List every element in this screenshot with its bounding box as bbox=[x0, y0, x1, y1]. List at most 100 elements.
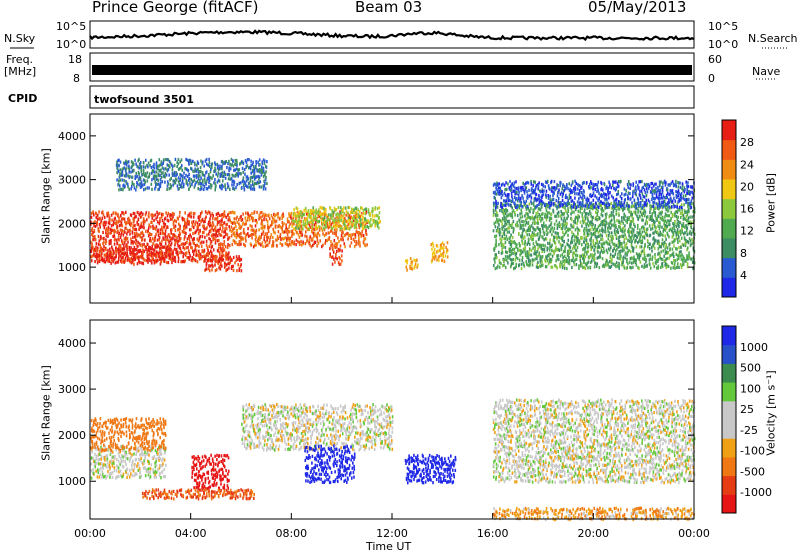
power-cell-8 bbox=[652, 262, 654, 266]
power-cell-8 bbox=[674, 259, 677, 263]
power-cell-1 bbox=[126, 251, 128, 255]
power-cell-0 bbox=[182, 255, 184, 259]
power-cell-3 bbox=[286, 230, 288, 234]
power-cell-8 bbox=[512, 219, 515, 224]
power-cell-8 bbox=[610, 226, 612, 230]
power-cell-0 bbox=[191, 223, 194, 227]
power-cell-4 bbox=[325, 213, 328, 217]
power-cell-4 bbox=[302, 213, 304, 217]
power-cell-4 bbox=[323, 215, 326, 219]
power-cell-9 bbox=[643, 195, 646, 199]
power-cell-10 bbox=[158, 164, 161, 168]
power-cell-3 bbox=[255, 240, 257, 244]
power-cell-0 bbox=[172, 222, 175, 226]
power-cell-0 bbox=[188, 239, 191, 243]
power-cell-8 bbox=[567, 252, 569, 256]
power-cell-9 bbox=[660, 192, 662, 196]
power-cell-9 bbox=[586, 181, 588, 185]
power-cell-10 bbox=[142, 161, 145, 165]
power-cell-0 bbox=[163, 221, 165, 225]
power-cell-10 bbox=[168, 173, 170, 177]
power-cell-8 bbox=[563, 264, 565, 268]
power-cell-8 bbox=[633, 222, 635, 226]
power-cell-0 bbox=[191, 220, 193, 224]
power-cell-8 bbox=[602, 250, 604, 254]
power-cell-3 bbox=[240, 214, 242, 219]
power-cell-9 bbox=[687, 201, 689, 206]
power-cell-9 bbox=[654, 189, 656, 194]
power-cell-3 bbox=[355, 230, 358, 234]
power-cell-8 bbox=[502, 243, 505, 247]
power-cell-0 bbox=[154, 213, 157, 217]
power-cell-8 bbox=[567, 214, 569, 218]
power-cell-9 bbox=[607, 192, 610, 196]
power-cell-0 bbox=[156, 220, 159, 224]
power-cell-3 bbox=[258, 235, 261, 239]
power-cell-8 bbox=[501, 227, 504, 231]
power-cell-8 bbox=[646, 253, 649, 258]
power-cell-8 bbox=[635, 258, 637, 262]
power-cell-0 bbox=[135, 228, 138, 232]
power-cell-1 bbox=[108, 253, 111, 257]
power-cell-8 bbox=[633, 228, 635, 232]
power-cell-3 bbox=[300, 239, 302, 243]
power-cell-3 bbox=[354, 213, 357, 218]
power-cell-9 bbox=[583, 194, 585, 198]
power-cell-8 bbox=[623, 212, 625, 216]
power-cell-3 bbox=[283, 237, 285, 241]
power-cell-8 bbox=[649, 217, 652, 221]
power-cell-10 bbox=[126, 160, 129, 164]
power-cell-9 bbox=[665, 202, 668, 207]
power-cell-8 bbox=[668, 228, 671, 233]
power-cell-7 bbox=[437, 255, 440, 259]
power-cell-4 bbox=[317, 225, 320, 229]
power-cell-1 bbox=[149, 247, 152, 251]
power-cell-3 bbox=[358, 239, 360, 243]
power-cell-0 bbox=[177, 239, 179, 243]
power-cell-1 bbox=[145, 247, 147, 252]
power-cell-6 bbox=[411, 263, 413, 267]
power-cell-9 bbox=[659, 188, 662, 192]
power-cell-9 bbox=[559, 184, 561, 188]
power-cell-8 bbox=[555, 264, 557, 268]
power-cell-0 bbox=[194, 245, 197, 249]
power-cell-8 bbox=[511, 235, 514, 240]
power-cell-8 bbox=[515, 255, 517, 259]
power-cell-0 bbox=[159, 216, 161, 221]
power-cell-8 bbox=[669, 254, 671, 258]
power-cell-10 bbox=[140, 165, 143, 169]
power-cell-9 bbox=[635, 189, 637, 193]
power-cell-10 bbox=[125, 181, 128, 185]
power-cell-10 bbox=[156, 164, 159, 168]
power-cell-9 bbox=[675, 189, 677, 194]
power-cell-8 bbox=[556, 257, 559, 261]
power-cell-8 bbox=[612, 242, 614, 246]
power-cell-1 bbox=[171, 257, 173, 261]
power-cell-0 bbox=[200, 220, 202, 224]
power-cell-4 bbox=[310, 216, 312, 220]
power-cell-8 bbox=[526, 216, 528, 220]
power-cell-1 bbox=[163, 259, 166, 264]
power-cell-8 bbox=[681, 223, 683, 227]
power-cell-3 bbox=[359, 241, 361, 245]
power-cell-3 bbox=[233, 221, 235, 225]
power-cell-8 bbox=[575, 257, 578, 261]
power-cell-8 bbox=[684, 225, 686, 229]
power-cell-10 bbox=[122, 188, 124, 192]
power-cell-9 bbox=[617, 180, 620, 184]
power-cell-8 bbox=[554, 247, 557, 252]
power-cell-0 bbox=[180, 249, 182, 254]
power-cell-4 bbox=[349, 222, 351, 226]
power-cell-3 bbox=[302, 240, 304, 244]
power-cell-8 bbox=[586, 216, 589, 220]
power-cell-10 bbox=[132, 162, 135, 166]
power-cell-0 bbox=[190, 215, 193, 219]
power-cell-0 bbox=[103, 236, 105, 240]
power-cell-8 bbox=[553, 239, 555, 243]
power-cell-8 bbox=[632, 246, 635, 250]
power-cell-7 bbox=[446, 255, 449, 259]
power-cell-4 bbox=[296, 219, 298, 223]
power-cell-8 bbox=[646, 202, 648, 206]
power-cell-4 bbox=[308, 220, 311, 224]
power-cell-9 bbox=[505, 203, 507, 208]
